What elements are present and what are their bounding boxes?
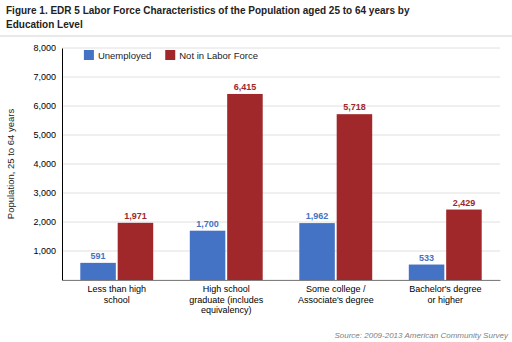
data-label: 1,962 xyxy=(306,211,329,221)
y-axis-title: Population, 25 to 64 years xyxy=(5,109,16,220)
x-tick-label-line: Less than high xyxy=(87,284,146,294)
legend-swatch xyxy=(165,50,175,60)
y-tick-label: 8,000 xyxy=(33,43,56,53)
grid-line xyxy=(62,193,500,194)
bar xyxy=(80,263,116,280)
grid-line xyxy=(62,222,500,223)
legend: Unemployed Not in Labor Force xyxy=(84,50,258,61)
x-tick-label-line: Associate's degree xyxy=(298,295,374,305)
x-tick-label: Bachelor's degreeor higher xyxy=(409,284,481,304)
y-axis: 1,000 2,000 3,000 4,000 5,000 6,000 7,000 8,000 xyxy=(33,43,62,280)
y-tick-label: 2,000 xyxy=(33,217,56,227)
x-tick-label-line: Bachelor's degree xyxy=(409,284,481,294)
bar xyxy=(118,223,154,280)
x-tick-label-line: graduate (includes xyxy=(189,295,264,305)
grid-line xyxy=(62,77,500,78)
y-tick-label: 3,000 xyxy=(33,188,56,198)
bar xyxy=(299,223,335,280)
legend-item: Not in Labor Force xyxy=(165,50,258,61)
x-tick-label: High schoolgraduate (includesequivalency… xyxy=(189,284,264,315)
y-tick: 8,000 xyxy=(33,43,62,53)
grid-line xyxy=(62,48,500,49)
bar xyxy=(409,265,445,280)
y-tick: 3,000 xyxy=(33,188,62,198)
source-note: Source: 2009-2013 American Community Sur… xyxy=(334,331,509,340)
y-tick-label: 1,000 xyxy=(33,246,56,256)
title: Figure 1. EDR 5 Labor Force Characterist… xyxy=(6,5,410,30)
legend-label: Unemployed xyxy=(98,50,151,61)
y-tick: 4,000 xyxy=(33,159,62,169)
bar xyxy=(227,94,263,280)
x-tick-label-line: equivalency) xyxy=(201,305,252,315)
x-tick: Bachelor's degreeor higher xyxy=(409,284,481,304)
x-tick-label-line: High school xyxy=(203,284,250,294)
bar xyxy=(190,231,226,280)
legend-label: Not in Labor Force xyxy=(179,50,258,61)
x-tick-label: Less than highschool xyxy=(87,284,146,304)
data-label: 1,971 xyxy=(124,211,147,221)
legend-item: Unemployed xyxy=(84,50,151,61)
data-label: 533 xyxy=(419,253,434,263)
chart: Figure 1. EDR 5 Labor Force Characterist… xyxy=(0,0,512,342)
data-label: 6,415 xyxy=(234,82,257,92)
data-label: 2,429 xyxy=(453,198,476,208)
bar xyxy=(337,114,373,280)
x-tick: High schoolgraduate (includesequivalency… xyxy=(189,284,264,315)
x-tick-label: Some college /Associate's degree xyxy=(298,284,374,304)
x-axis: Less than highschool High schoolgraduate … xyxy=(63,281,501,316)
title-line: Figure 1. EDR 5 Labor Force Characterist… xyxy=(6,5,410,16)
y-tick: 5,000 xyxy=(33,130,62,140)
x-tick-label-line: or higher xyxy=(427,295,463,305)
data-label: 591 xyxy=(91,251,106,261)
x-tick-label-line: Some college / xyxy=(306,284,366,294)
y-tick: 2,000 xyxy=(33,217,62,227)
data-label: 1,700 xyxy=(196,219,219,229)
bar xyxy=(446,210,482,280)
grid-line xyxy=(62,135,500,136)
y-tick-label: 6,000 xyxy=(33,101,56,111)
x-tick-label-line: school xyxy=(104,295,130,305)
y-tick: 6,000 xyxy=(33,101,62,111)
grid-line xyxy=(62,164,500,165)
grid-line xyxy=(62,106,500,107)
y-tick-label: 7,000 xyxy=(33,72,56,82)
y-axis-line xyxy=(62,49,63,281)
title-line: Education Level xyxy=(6,19,83,30)
title-rule xyxy=(0,36,512,37)
y-tick: 7,000 xyxy=(33,72,62,82)
y-tick-label: 4,000 xyxy=(33,159,56,169)
data-label: 5,718 xyxy=(343,102,366,112)
x-tick: Less than highschool xyxy=(87,284,146,304)
legend-swatch xyxy=(84,50,94,60)
y-tick: 1,000 xyxy=(33,246,62,256)
y-tick-label: 5,000 xyxy=(33,130,56,140)
x-axis-line xyxy=(63,280,501,281)
x-tick: Some college /Associate's degree xyxy=(298,284,374,304)
